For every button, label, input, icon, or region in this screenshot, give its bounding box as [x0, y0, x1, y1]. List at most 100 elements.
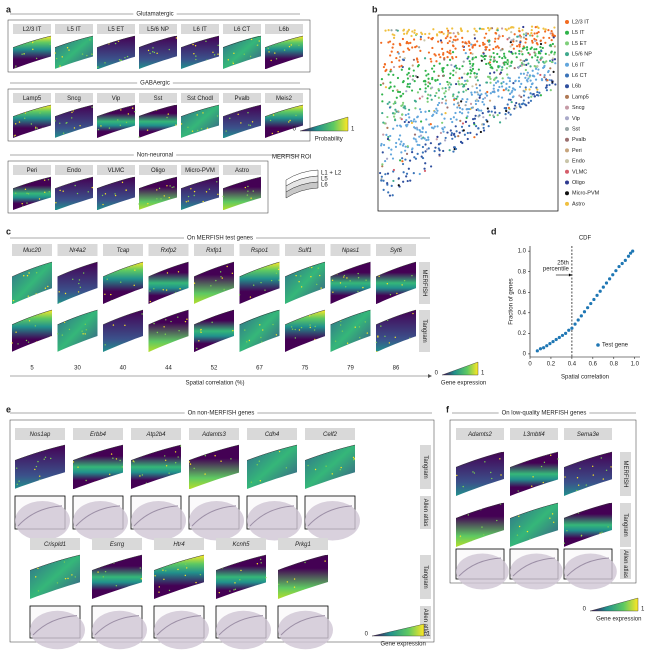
cell-dot [399, 116, 402, 120]
cell-dot [496, 52, 499, 56]
cell-dot [446, 106, 449, 109]
cell-dot [484, 92, 487, 95]
tile-edge [284, 261, 326, 277]
tile-edge [102, 309, 144, 325]
tile-speck [125, 189, 127, 191]
tile-speck [73, 127, 76, 129]
tile-speck [298, 44, 300, 47]
annotation: 25th [557, 261, 569, 267]
tile-speck [198, 265, 201, 268]
cell-dot [460, 100, 463, 103]
tile-speck [250, 38, 253, 41]
cell-dot [393, 85, 396, 88]
cell-dot [380, 78, 384, 81]
cell-dot [465, 42, 468, 45]
tile-speck [35, 465, 38, 468]
cell-dot [429, 123, 432, 126]
tile-speck [227, 180, 229, 182]
section-title: Glutamatergic [136, 12, 173, 18]
cell-dot [533, 64, 536, 68]
cell-dot [507, 60, 510, 64]
tile-speck [287, 133, 290, 136]
cell-dot [454, 39, 457, 42]
cell-dot [480, 93, 483, 96]
tile-speck [353, 458, 356, 460]
tile-edge [277, 554, 329, 571]
row-label: Tangram [422, 565, 428, 588]
tile-speck [256, 44, 259, 46]
tile-speck [498, 539, 501, 542]
tile-speck [114, 194, 117, 197]
atlas-layer [307, 505, 353, 527]
tile-speck [580, 503, 583, 505]
cell-dot [466, 79, 469, 83]
tile-speck [605, 469, 608, 471]
cell-dot [547, 70, 550, 74]
cell-dot [412, 58, 416, 61]
tile-speck [600, 457, 603, 459]
tile-speck [97, 66, 99, 68]
cell-dot [492, 87, 495, 90]
tile-speck [32, 310, 34, 313]
tile-speck [119, 459, 121, 462]
tile-label: Esrrg [110, 542, 125, 548]
cell-dot [391, 89, 395, 92]
map-tile [456, 451, 504, 496]
tile-speck [249, 124, 252, 127]
tile-speck [59, 189, 61, 192]
cell-dot [467, 44, 471, 47]
tile-speck [110, 299, 113, 302]
cell-dot [381, 165, 384, 168]
tile-speck [386, 283, 389, 285]
tile-edge [330, 261, 371, 277]
cell-dot [431, 46, 434, 50]
tile-speck [192, 43, 194, 46]
tile-speck [89, 39, 91, 41]
tile-speck [44, 191, 46, 194]
cell-dot [454, 125, 457, 128]
tile-speck [174, 451, 177, 453]
cell-dot [446, 56, 449, 59]
tile-speck [483, 502, 486, 505]
tile-speck [358, 326, 361, 328]
tile-speck [149, 300, 152, 303]
tile-speck [303, 590, 305, 593]
cell-dot [478, 44, 481, 47]
roi-layer-label: L6 [321, 183, 328, 189]
cell-dot [473, 117, 476, 120]
data-point [617, 264, 621, 269]
tile-speck [177, 476, 179, 479]
tile-speck [178, 330, 180, 332]
tile-edge [180, 176, 220, 189]
tile-speck [83, 341, 85, 344]
tile-label-box [97, 93, 135, 103]
tile-speck [27, 295, 30, 297]
tile-speck [86, 54, 88, 57]
cell-dot [488, 29, 491, 32]
tile-speck [44, 456, 47, 458]
tile-speck [142, 178, 144, 181]
cell-dot [478, 94, 482, 97]
tile-speck [564, 476, 566, 478]
tile-label: Celf2 [323, 432, 338, 438]
tile-speck [194, 45, 197, 47]
tile-label: Rspo1 [251, 248, 268, 254]
map-tile [223, 35, 261, 69]
cell-dot [380, 41, 383, 44]
cell-dot [448, 86, 451, 89]
cell-dot [483, 36, 486, 39]
tile-label: Htr4 [173, 542, 185, 548]
cell-dot [530, 95, 533, 98]
tile-speck [106, 263, 108, 265]
tile-label: L5 IT [67, 27, 81, 33]
tile-speck [200, 328, 202, 331]
tile-speck [173, 348, 176, 350]
cell-dot [527, 101, 530, 104]
tile-speck [491, 477, 493, 480]
tile-speck [359, 336, 361, 339]
tile-speck [215, 485, 217, 488]
tile-speck [139, 567, 141, 569]
cell-dot [485, 62, 488, 66]
legend-swatch [565, 84, 569, 89]
row-label-box [419, 310, 430, 352]
